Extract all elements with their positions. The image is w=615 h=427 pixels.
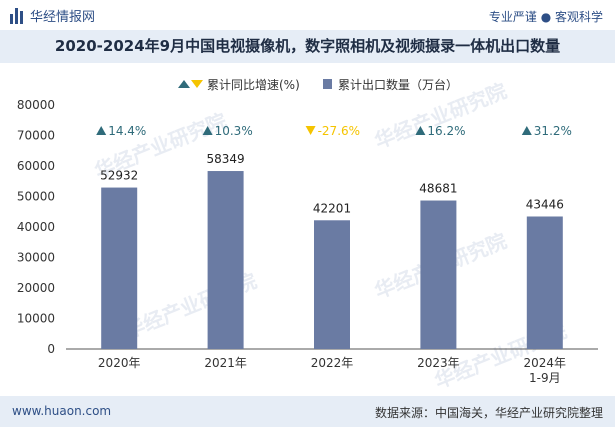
growth-down-triangle-icon — [305, 126, 316, 135]
bar — [207, 171, 244, 349]
y-tick-label: 70000 — [17, 129, 55, 143]
growth-up-triangle-icon — [415, 126, 426, 135]
x-tick-label: 2020年 — [98, 356, 141, 370]
bar-value-label: 52932 — [100, 169, 138, 183]
growth-up-triangle-icon — [96, 126, 107, 135]
bar-value-label: 58349 — [207, 152, 245, 166]
growth-label: 14.4% — [108, 124, 146, 138]
legend-up-triangle-icon — [178, 80, 190, 88]
growth-up-triangle-icon — [521, 126, 532, 135]
y-tick-label: 40000 — [17, 220, 55, 234]
brand-name: 华经情报网 — [30, 10, 96, 25]
x-tick-label: 2023年 — [417, 356, 460, 370]
title-band: 2020-2024年9月中国电视摄像机，数字照相机及视频摄录一体机出口数量 — [0, 30, 615, 63]
y-tick-label: 80000 — [17, 98, 55, 112]
bar-chart: 累计同比增速(%) 累计出口数量（万台） 0 10000 20000 30000 40000… — [17, 77, 598, 385]
bar-value-label: 43446 — [526, 197, 564, 211]
data-source: 数据来源：中国海关，华经产业研究院整理 — [374, 406, 603, 420]
x-tick-label: 2021年 — [204, 356, 247, 370]
tagline: 专业严谨 ● 客观科学 — [488, 10, 603, 24]
bar — [101, 187, 138, 349]
y-tick-label: 50000 — [17, 190, 55, 204]
y-tick-label: 60000 — [17, 159, 55, 173]
legend-bar-label: 累计出口数量（万台） — [338, 77, 458, 92]
chart-title: 2020-2024年9月中国电视摄像机，数字照相机及视频摄录一体机出口数量 — [54, 37, 561, 55]
legend-bar-swatch — [323, 79, 332, 89]
bar-value-label: 48681 — [419, 182, 457, 196]
brand-logo[interactable]: 华经情报网 — [10, 6, 95, 25]
growth-label: -27.6% — [318, 124, 360, 138]
x-tick-label: 1-9月 — [529, 371, 561, 385]
y-tick-label: 0 — [47, 342, 55, 356]
growth-label: 16.2% — [427, 124, 465, 138]
top-bar: 华经情报网 专业严谨 ● 客观科学 — [0, 0, 615, 30]
footer-band: www.huaon.com 数据来源：中国海关，华经产业研究院整理 — [0, 396, 615, 427]
growth-label: 31.2% — [534, 124, 572, 138]
growth-up-triangle-icon — [202, 126, 213, 135]
bar-value-label: 42201 — [313, 201, 351, 215]
bar — [420, 200, 457, 349]
legend-growth-label: 累计同比增速(%) — [207, 78, 300, 92]
x-tick-label: 2022年 — [311, 356, 354, 370]
website-link[interactable]: www.huaon.com — [12, 404, 112, 418]
y-tick-label: 30000 — [17, 251, 55, 265]
x-tick-label: 2024年 — [524, 356, 567, 370]
legend-down-triangle-icon — [191, 80, 203, 88]
bar — [526, 216, 563, 349]
logo-bars-icon — [10, 7, 24, 24]
y-tick-label: 20000 — [17, 281, 55, 295]
growth-label: 10.3% — [215, 124, 253, 138]
y-tick-label: 10000 — [17, 312, 55, 326]
bar — [314, 220, 350, 349]
